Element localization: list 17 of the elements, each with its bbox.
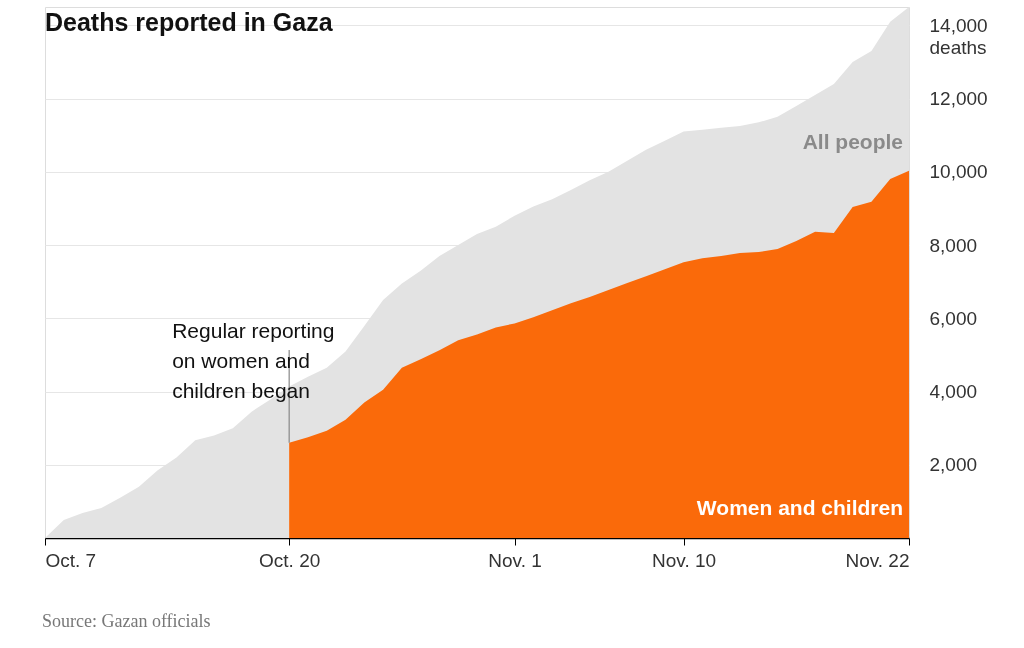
y-tick-label: 10,000 <box>929 161 988 183</box>
series-label: All people <box>802 129 903 153</box>
source-note: Source: Gazan officials <box>42 611 211 631</box>
y-tick-label: 14,000 deaths <box>929 14 988 58</box>
y-tick-label: 4,000 <box>929 381 978 403</box>
x-tick-label: Nov. 1 <box>488 549 542 571</box>
x-tick-label: Oct. 20 <box>259 549 321 571</box>
x-tick-label: Oct. 7 <box>45 549 97 571</box>
chart-title: Deaths reported in Gaza <box>45 8 334 36</box>
series-label: Women and children <box>696 495 903 519</box>
x-tick-label: Nov. 22 <box>845 549 910 571</box>
y-tick-label: 12,000 <box>929 88 988 110</box>
y-tick-label: 6,000 <box>929 307 978 329</box>
x-tick-label: Nov. 10 <box>652 549 717 571</box>
y-tick-label: 2,000 <box>929 454 978 476</box>
y-tick-label: 8,000 <box>929 234 978 256</box>
annotation: Regular reporting on women and children began <box>172 319 335 402</box>
